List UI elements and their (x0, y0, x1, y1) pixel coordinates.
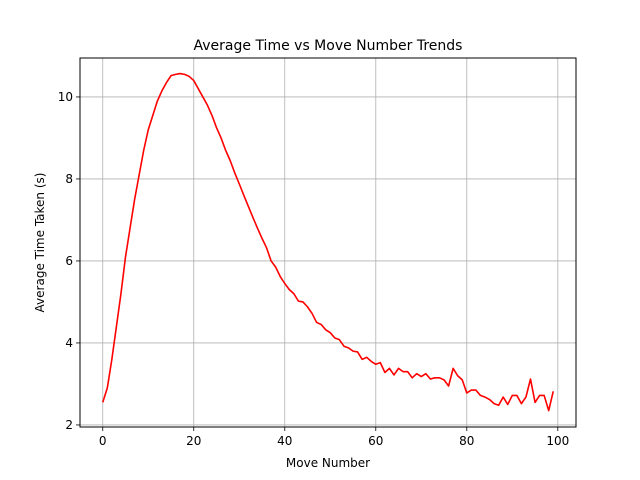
x-tick-label: 80 (459, 434, 474, 448)
x-tick-label: 0 (99, 434, 107, 448)
chart-title: Average Time vs Move Number Trends (194, 38, 463, 54)
x-tick-label: 60 (368, 434, 383, 448)
x-tick-label: 20 (186, 434, 201, 448)
x-tick-label: 40 (277, 434, 292, 448)
x-tick-label: 100 (546, 434, 569, 448)
grid (80, 58, 576, 427)
x-axis-ticks: 0 20 40 60 80 100 (99, 427, 569, 448)
series-line (101, 72, 555, 412)
series-group (101, 72, 555, 412)
y-tick-label: 4 (65, 336, 73, 350)
y-tick-label: 10 (58, 90, 73, 104)
y-tick-label: 8 (65, 172, 73, 186)
plot-frame (79, 57, 577, 428)
y-tick-label: 2 (65, 418, 73, 432)
y-axis-ticks: 2 4 6 8 10 (58, 90, 80, 432)
y-tick-label: 6 (65, 254, 73, 268)
y-axis-label: Average Time Taken (s) (33, 173, 47, 313)
x-axis-label: Move Number (286, 456, 370, 470)
